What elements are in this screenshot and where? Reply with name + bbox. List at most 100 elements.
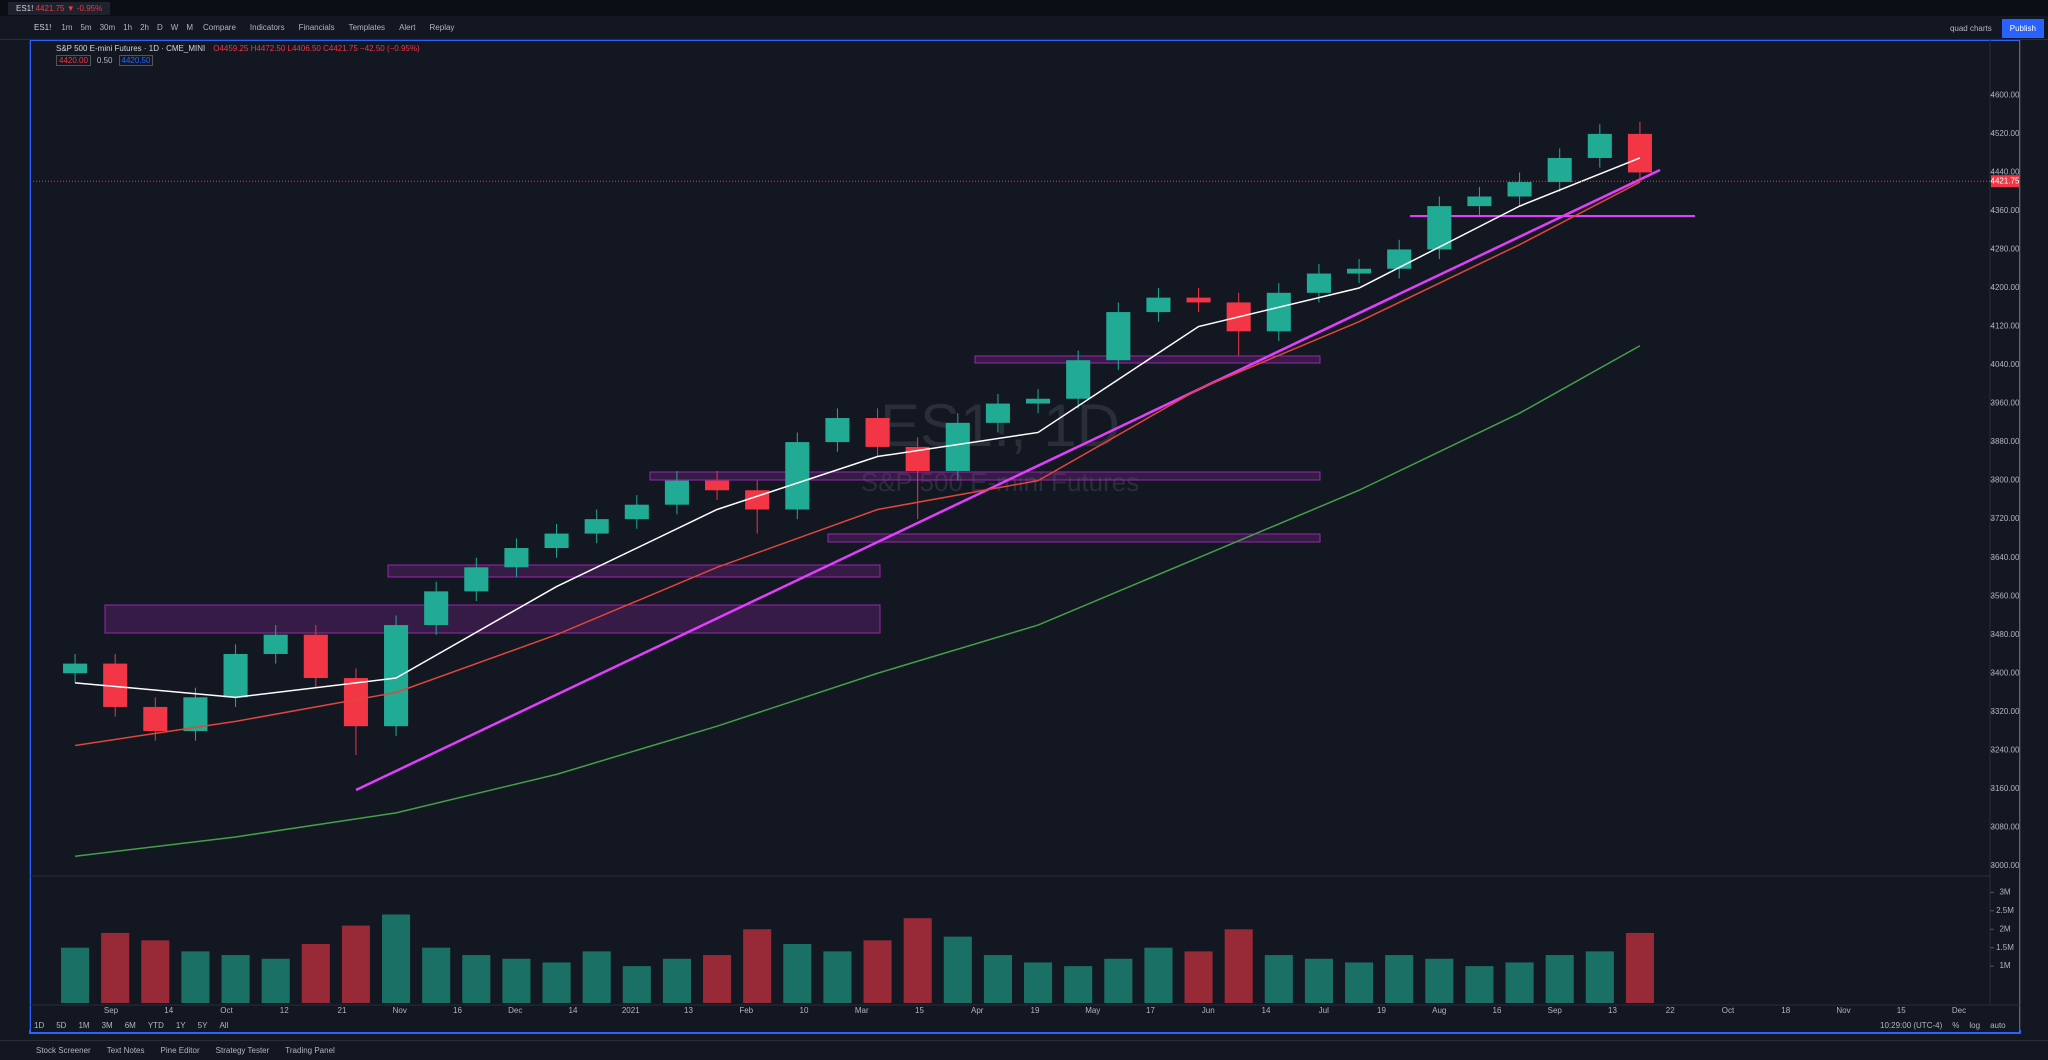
watermark-name: S&P 500 E-mini Futures: [861, 467, 1139, 497]
time-label: 19: [1031, 1006, 1040, 1015]
scale-button[interactable]: %: [1952, 1020, 1960, 1030]
scale-button[interactable]: log: [1969, 1020, 1981, 1030]
time-label: 12: [280, 1006, 289, 1015]
candle-body: [945, 422, 970, 471]
toolbar-button[interactable]: Replay: [429, 23, 455, 32]
volume-bar: [1465, 966, 1494, 1003]
range-button[interactable]: YTD: [147, 1020, 164, 1030]
scale-bar: 10:29:00 (UTC-4)% log auto: [1880, 1018, 2006, 1032]
interval[interactable]: 1m: [61, 23, 73, 32]
bid[interactable]: 4420.00: [56, 54, 91, 66]
interval[interactable]: M: [186, 23, 193, 32]
symbol[interactable]: ES1!: [34, 23, 52, 32]
bottom-tabs: Stock Screener Text Notes Pine Editor Strat…: [0, 1040, 2048, 1060]
y-tick-label: 3480.00: [1991, 630, 2020, 639]
candle-body: [1347, 268, 1372, 274]
range-button[interactable]: 1D: [34, 1020, 45, 1030]
time-label: 16: [453, 1006, 462, 1015]
interval[interactable]: 5m: [80, 23, 92, 32]
range-button[interactable]: 5Y: [197, 1020, 208, 1030]
toolbar-button[interactable]: Indicators: [249, 23, 285, 32]
zone-box: [649, 471, 1321, 481]
time-label: Feb: [739, 1006, 753, 1015]
ask[interactable]: 4420.50: [118, 54, 154, 66]
candle-body: [1467, 196, 1492, 207]
bottom-tab[interactable]: Trading Panel: [285, 1046, 335, 1055]
interval[interactable]: 2h: [140, 23, 149, 32]
range-button[interactable]: 1M: [78, 1020, 90, 1030]
scale-button[interactable]: auto: [1990, 1020, 2006, 1030]
candle-body: [1106, 312, 1131, 361]
volume-bar: [101, 932, 130, 1003]
volume-bar: [903, 918, 932, 1003]
ohlc: O4459.25 H4472.50 L4406.50 C4421.75 −42.…: [213, 43, 420, 53]
candle-body: [1387, 249, 1412, 269]
volume-bar: [341, 925, 370, 1003]
y-tick-label: 4360.00: [1991, 206, 2020, 215]
bottom-tab[interactable]: Text Notes: [106, 1046, 145, 1055]
volume-bar: [261, 958, 290, 1003]
toolbar-button[interactable]: Financials: [298, 23, 335, 32]
time-label: 13: [1608, 1006, 1617, 1015]
time-label: May: [1085, 1006, 1100, 1015]
volume-bar: [582, 951, 611, 1003]
range-button[interactable]: 1Y: [175, 1020, 186, 1030]
time-label: 16: [1493, 1006, 1502, 1015]
bottom-tab[interactable]: Strategy Tester: [215, 1046, 270, 1055]
y-tick-label: 3400.00: [1991, 668, 2020, 677]
candle-body: [63, 663, 88, 674]
range-button[interactable]: 3M: [101, 1020, 113, 1030]
candle-body: [1627, 133, 1652, 173]
time-label: 13: [684, 1006, 693, 1015]
y-tick-label: 3560.00: [1991, 591, 2020, 600]
y-tick-label: 3320.00: [1991, 707, 2020, 716]
range-button[interactable]: All: [219, 1020, 229, 1030]
candle-body: [624, 504, 649, 520]
volume-bar: [1304, 958, 1333, 1003]
toolbar-button[interactable]: Templates: [348, 23, 386, 32]
volume-bar: [502, 958, 531, 1003]
y-tick-label: 3000.00: [1991, 861, 2020, 870]
range-button[interactable]: 6M: [124, 1020, 136, 1030]
interval[interactable]: 30m: [99, 23, 116, 32]
volume-bar: [823, 951, 852, 1003]
candle-body: [1306, 273, 1331, 293]
volume-tick-label: 3M: [1999, 887, 2010, 896]
last-price-label: 4421.75: [1991, 176, 2020, 185]
interval[interactable]: 1h: [123, 23, 133, 32]
interval[interactable]: D: [156, 23, 163, 32]
layout[interactable]: quad charts: [1949, 23, 1992, 33]
time-label: 2021: [622, 1006, 640, 1015]
symbol-name: S&P 500 E-mini Futures · 1D · CME_MINI: [56, 43, 206, 53]
range-button[interactable]: 5D: [56, 1020, 67, 1030]
y-tick-label: 3640.00: [1991, 553, 2020, 562]
volume-bar: [1064, 966, 1093, 1003]
volume-tick-label: 1.5M: [1996, 943, 2014, 952]
volume-bar: [703, 955, 732, 1003]
toolbar-button[interactable]: Compare: [202, 23, 236, 32]
volume-bar: [181, 951, 210, 1003]
volume-bar: [1144, 947, 1173, 1003]
volume-bar: [943, 936, 972, 1003]
time-label: Dec: [508, 1006, 522, 1015]
toolbar-button[interactable]: Alert: [399, 23, 416, 32]
time-label: Oct: [220, 1006, 233, 1015]
time-label: Sep: [1548, 1006, 1563, 1015]
time-label: Mar: [855, 1006, 869, 1015]
volume-bar: [622, 966, 651, 1003]
volume-bar: [301, 944, 330, 1003]
tab[interactable]: ES1! 4421.75 ▼ -0.95%: [8, 1, 111, 15]
publish[interactable]: Publish: [2001, 18, 2044, 38]
volume-bar: [1184, 951, 1213, 1003]
bottom-tab[interactable]: Pine Editor: [160, 1046, 200, 1055]
candle-body: [343, 678, 368, 727]
bottom-tab[interactable]: Stock Screener: [36, 1046, 91, 1055]
interval[interactable]: W: [170, 23, 179, 32]
candle-body: [1547, 157, 1572, 183]
moving-average: [74, 345, 1641, 857]
volume-tick-label: 2.5M: [1996, 906, 2014, 915]
y-tick-label: 4440.00: [1991, 168, 2020, 177]
tab-title: ES1!: [16, 3, 34, 13]
